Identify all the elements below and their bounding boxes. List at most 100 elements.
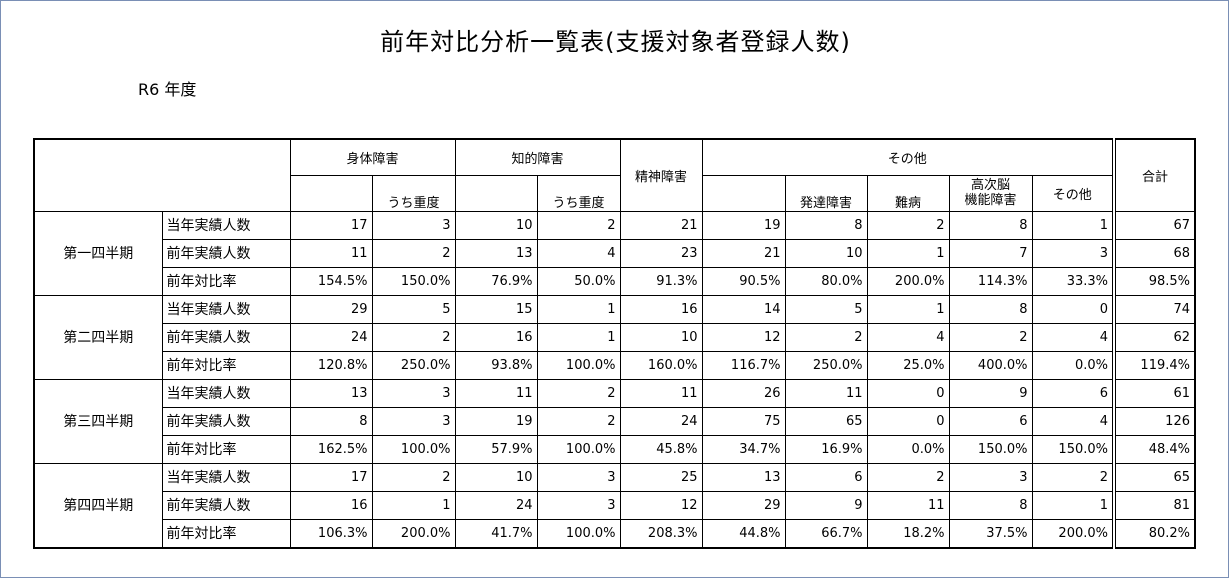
table-row: 前年対比率 106.3% 200.0% 41.7% 100.0% 208.3% 44.8% 6…	[34, 518, 1196, 548]
value-cell: 1	[1031, 490, 1115, 520]
value-cell: 8	[948, 210, 1033, 240]
row-label-current: 当年実績人数	[161, 462, 291, 492]
value-cell: 17	[289, 210, 373, 240]
value-cell: 16.9%	[784, 434, 868, 464]
value-cell: 150.0%	[1031, 434, 1115, 464]
value-cell: 90.5%	[701, 266, 786, 296]
quarter-label: 第四四半期	[33, 462, 163, 548]
value-cell: 13	[289, 378, 373, 408]
row-label-current: 当年実績人数	[161, 210, 291, 240]
table-row: 前年実績人数 16 1 24 3 12 29 9 11 8 1 81	[34, 490, 1196, 520]
value-cell: 17	[289, 462, 373, 492]
value-cell: 2	[371, 462, 456, 492]
value-cell: 19	[701, 210, 786, 240]
value-cell: 4	[1031, 406, 1115, 436]
value-cell: 3	[536, 490, 621, 520]
row-label-ratio: 前年対比率	[161, 266, 291, 296]
value-cell: 57.9%	[454, 434, 538, 464]
value-cell: 11	[454, 378, 538, 408]
header-mental: 精神障害	[619, 138, 703, 212]
value-cell: 250.0%	[371, 350, 456, 380]
row-label-ratio: 前年対比率	[161, 434, 291, 464]
value-cell: 3	[371, 210, 456, 240]
value-cell: 150.0%	[948, 434, 1033, 464]
table-row: 前年対比率 162.5% 100.0% 57.9% 100.0% 45.8% 34.7% 16…	[34, 434, 1196, 464]
value-cell: 21	[701, 238, 786, 268]
value-cell: 250.0%	[784, 350, 868, 380]
value-cell: 19	[454, 406, 538, 436]
value-cell: 24	[454, 490, 538, 520]
value-cell: 2	[371, 322, 456, 352]
header-physical: 身体障害	[289, 138, 456, 176]
value-cell: 120.8%	[289, 350, 373, 380]
row-label-ratio: 前年対比率	[161, 350, 291, 380]
total-cell: 74	[1112, 294, 1196, 324]
header-developmental: 発達障害	[784, 174, 868, 212]
value-cell: 7	[948, 238, 1033, 268]
table-row: 前年実績人数 24 2 16 1 10 12 2 4 2 4 62	[34, 322, 1196, 352]
value-cell: 154.5%	[289, 266, 373, 296]
value-cell: 3	[371, 378, 456, 408]
value-cell: 13	[701, 462, 786, 492]
value-cell: 65	[784, 406, 868, 436]
value-cell: 5	[784, 294, 868, 324]
value-cell: 0.0%	[866, 434, 950, 464]
value-cell: 10	[454, 462, 538, 492]
value-cell: 8	[289, 406, 373, 436]
table-row: 前年対比率 154.5% 150.0% 76.9% 50.0% 91.3% 90.5% 80.…	[34, 266, 1196, 296]
value-cell: 91.3%	[619, 266, 703, 296]
value-cell: 11	[619, 378, 703, 408]
value-cell: 11	[784, 378, 868, 408]
value-cell: 16	[289, 490, 373, 520]
table-row: 第一四半期 当年実績人数 17 3 10 2 21 19 8 2 8 1 67	[33, 210, 1196, 296]
value-cell: 13	[454, 238, 538, 268]
table-row: 第四四半期 当年実績人数 17 2 10 3 25 13 6 2 3 2 65	[33, 462, 1196, 548]
value-cell: 66.7%	[784, 518, 868, 548]
table-row: 前年対比率 120.8% 250.0% 93.8% 100.0% 160.0% 116.7%…	[34, 350, 1196, 380]
value-cell: 11	[289, 238, 373, 268]
value-cell: 29	[701, 490, 786, 520]
value-cell: 18.2%	[866, 518, 950, 548]
value-cell: 150.0%	[371, 266, 456, 296]
header-physical-severe: うち重度	[371, 174, 456, 212]
value-cell: 10	[454, 210, 538, 240]
value-cell: 0	[1031, 294, 1115, 324]
value-cell: 200.0%	[866, 266, 950, 296]
row-label-previous: 前年実績人数	[161, 406, 291, 436]
value-cell: 2	[784, 322, 868, 352]
value-cell: 2	[371, 238, 456, 268]
value-cell: 1	[536, 322, 621, 352]
value-cell: 0	[866, 378, 950, 408]
value-cell: 3	[948, 462, 1033, 492]
value-cell: 8	[948, 490, 1033, 520]
value-cell: 114.3%	[948, 266, 1033, 296]
header-total: 合計	[1112, 138, 1196, 212]
quarter-label: 第二四半期	[33, 294, 163, 380]
value-cell: 12	[701, 322, 786, 352]
value-cell: 4	[866, 322, 950, 352]
value-cell: 8	[784, 210, 868, 240]
value-cell: 9	[948, 378, 1033, 408]
value-cell: 6	[1031, 378, 1115, 408]
header-physical-all	[289, 174, 373, 212]
value-cell: 23	[619, 238, 703, 268]
value-cell: 11	[866, 490, 950, 520]
value-cell: 16	[619, 294, 703, 324]
value-cell: 116.7%	[701, 350, 786, 380]
value-cell: 1	[371, 490, 456, 520]
total-cell: 119.4%	[1112, 350, 1196, 380]
table-row: 第二四半期 当年実績人数 29 5 15 1 16 14 5 1 8 0 74	[33, 294, 1196, 380]
value-cell: 1	[536, 294, 621, 324]
value-cell: 24	[289, 322, 373, 352]
value-cell: 1	[866, 294, 950, 324]
value-cell: 208.3%	[619, 518, 703, 548]
header-other-sub: その他	[1031, 174, 1115, 212]
header-intellectual-severe: うち重度	[536, 174, 621, 212]
value-cell: 100.0%	[536, 434, 621, 464]
value-cell: 9	[784, 490, 868, 520]
value-cell: 100.0%	[371, 434, 456, 464]
value-cell: 400.0%	[948, 350, 1033, 380]
table-row: 第三四半期 当年実績人数 13 3 11 2 11 26 11 0 9 6 61	[33, 378, 1196, 464]
value-cell: 2	[866, 462, 950, 492]
value-cell: 6	[948, 406, 1033, 436]
